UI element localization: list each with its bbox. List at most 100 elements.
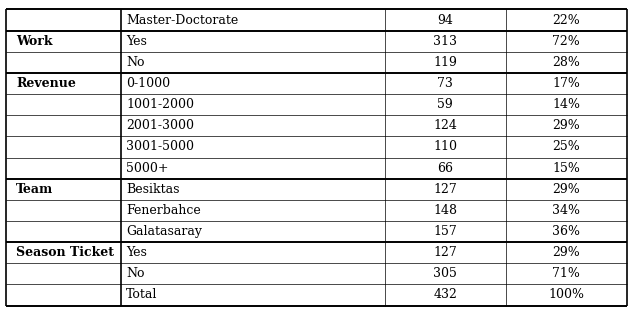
Bar [506, 52, 627, 73]
Text: 73: 73 [437, 77, 453, 90]
Bar [6, 221, 121, 242]
Bar [6, 9, 121, 31]
Text: 29%: 29% [553, 119, 580, 132]
Bar [121, 94, 385, 115]
Bar [121, 52, 385, 73]
Bar [121, 115, 385, 136]
Bar [6, 136, 121, 158]
Bar [385, 9, 506, 31]
Bar [385, 263, 506, 284]
Bar [6, 284, 121, 306]
Bar [506, 179, 627, 200]
Bar [121, 221, 385, 242]
Bar [385, 179, 506, 200]
Text: Master-Doctorate: Master-Doctorate [126, 14, 238, 26]
Bar [121, 200, 385, 221]
Bar [385, 284, 506, 306]
Text: Season Ticket: Season Ticket [16, 246, 114, 259]
Bar [121, 284, 385, 306]
Text: Fenerbahce: Fenerbahce [126, 204, 201, 217]
Text: 28%: 28% [552, 56, 580, 69]
Text: No: No [126, 56, 144, 69]
Text: Yes: Yes [126, 35, 147, 48]
Bar [385, 94, 506, 115]
Bar [385, 136, 506, 158]
Bar [6, 179, 121, 200]
Bar [385, 52, 506, 73]
Bar [385, 200, 506, 221]
Text: 14%: 14% [552, 98, 580, 111]
Text: 22%: 22% [553, 14, 580, 26]
Bar [121, 242, 385, 263]
Text: 94: 94 [437, 14, 453, 26]
Bar [385, 31, 506, 52]
Bar [121, 136, 385, 158]
Bar [121, 9, 385, 31]
Bar [121, 179, 385, 200]
Bar [385, 242, 506, 263]
Bar [121, 263, 385, 284]
Text: 5000+: 5000+ [126, 162, 168, 175]
Bar [6, 31, 121, 52]
Text: 3001-5000: 3001-5000 [126, 140, 194, 153]
Text: 17%: 17% [552, 77, 580, 90]
Bar [6, 115, 121, 136]
Text: Yes: Yes [126, 246, 147, 259]
Bar [506, 73, 627, 94]
Text: Team: Team [16, 183, 54, 196]
Text: 157: 157 [434, 225, 457, 238]
Text: 100%: 100% [548, 289, 584, 301]
Bar [385, 73, 506, 94]
Text: 148: 148 [433, 204, 457, 217]
Text: 124: 124 [433, 119, 457, 132]
Bar [6, 242, 121, 263]
Bar [506, 136, 627, 158]
Bar [6, 94, 121, 115]
Bar [506, 31, 627, 52]
Bar [506, 242, 627, 263]
Text: 432: 432 [433, 289, 457, 301]
Text: 29%: 29% [553, 246, 580, 259]
Text: No: No [126, 267, 144, 280]
Text: Galatasaray: Galatasaray [126, 225, 202, 238]
Bar [6, 158, 121, 179]
Bar [6, 52, 121, 73]
Bar [506, 9, 627, 31]
Bar [385, 221, 506, 242]
Text: 36%: 36% [552, 225, 580, 238]
Bar [385, 115, 506, 136]
Bar [121, 73, 385, 94]
Bar [6, 200, 121, 221]
Text: 15%: 15% [552, 162, 580, 175]
Bar [506, 221, 627, 242]
Bar [6, 263, 121, 284]
Text: Work: Work [16, 35, 53, 48]
Text: 29%: 29% [553, 183, 580, 196]
Text: Revenue: Revenue [16, 77, 76, 90]
Text: 66: 66 [437, 162, 453, 175]
Bar [506, 158, 627, 179]
Bar [121, 158, 385, 179]
Text: 1001-2000: 1001-2000 [126, 98, 194, 111]
Text: 110: 110 [433, 140, 457, 153]
Text: Besiktas: Besiktas [126, 183, 180, 196]
Text: 305: 305 [433, 267, 457, 280]
Text: 127: 127 [434, 183, 457, 196]
Text: 71%: 71% [552, 267, 580, 280]
Text: Total: Total [126, 289, 158, 301]
Text: 119: 119 [433, 56, 457, 69]
Text: 313: 313 [433, 35, 457, 48]
Bar [506, 284, 627, 306]
Text: 59: 59 [437, 98, 453, 111]
Text: 34%: 34% [552, 204, 580, 217]
Text: 25%: 25% [553, 140, 580, 153]
Text: 2001-3000: 2001-3000 [126, 119, 194, 132]
Text: 0-1000: 0-1000 [126, 77, 170, 90]
Bar [506, 263, 627, 284]
Bar [385, 158, 506, 179]
Bar [506, 200, 627, 221]
Bar [6, 73, 121, 94]
Bar [506, 115, 627, 136]
Text: 127: 127 [434, 246, 457, 259]
Bar [506, 94, 627, 115]
